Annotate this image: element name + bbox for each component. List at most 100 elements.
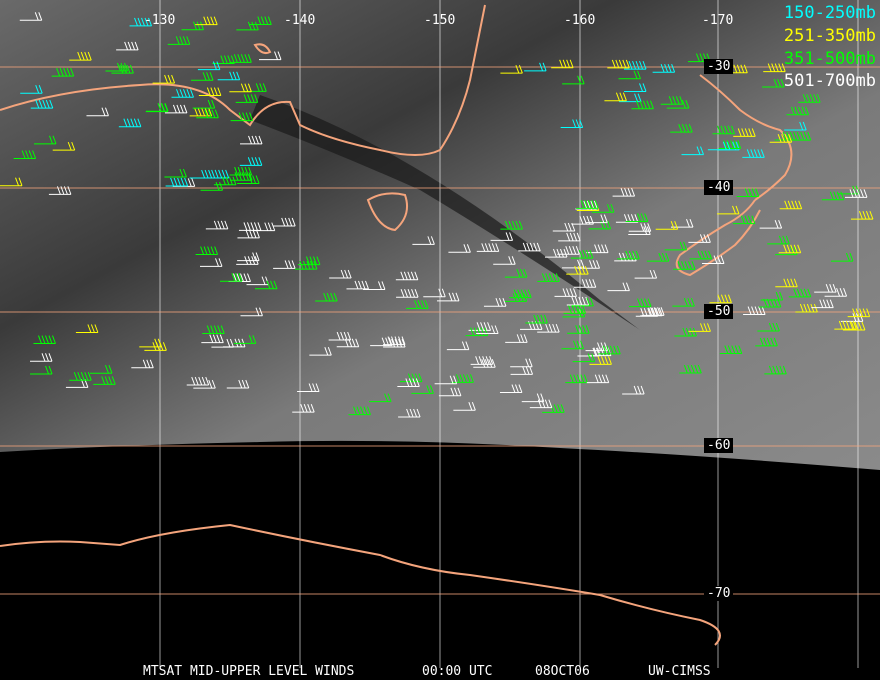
wind-barb bbox=[554, 288, 577, 297]
wind-barb bbox=[193, 379, 216, 389]
wind-barb bbox=[565, 374, 588, 384]
new-zealand-north-coastline bbox=[699, 74, 793, 201]
wind-barb bbox=[438, 387, 462, 397]
wind-barb bbox=[798, 94, 821, 103]
wind-barb bbox=[702, 255, 725, 265]
wind-barb bbox=[586, 374, 610, 384]
wind-barb bbox=[505, 334, 528, 343]
wind-barb bbox=[518, 242, 541, 252]
wind-barb bbox=[30, 353, 53, 362]
new-zealand-south-coastline bbox=[675, 199, 761, 277]
wind-barb bbox=[743, 306, 766, 316]
wind-barb bbox=[398, 408, 421, 418]
wind-barb bbox=[292, 403, 315, 413]
wind-barb bbox=[660, 96, 684, 105]
wind-barb bbox=[423, 288, 446, 298]
wind-barb bbox=[201, 334, 224, 344]
wind-barb bbox=[687, 53, 711, 63]
wind-barb bbox=[19, 12, 43, 21]
wind-barb bbox=[679, 364, 702, 374]
wind-barb bbox=[229, 54, 252, 63]
wind-barb bbox=[229, 83, 252, 93]
wind-barb bbox=[105, 62, 128, 72]
wind-barb bbox=[212, 55, 235, 65]
wind-barb bbox=[129, 17, 152, 27]
wind-barb bbox=[560, 119, 584, 128]
wind-barb bbox=[89, 365, 113, 374]
wind-barb bbox=[369, 393, 392, 403]
wind-barb bbox=[144, 342, 167, 351]
wind-barb bbox=[622, 385, 645, 395]
wind-barb bbox=[383, 338, 406, 348]
wind-barb bbox=[585, 342, 609, 352]
wind-barb bbox=[634, 269, 658, 279]
wind-barb bbox=[672, 297, 695, 307]
wind-barb bbox=[69, 51, 92, 61]
wind-barb bbox=[205, 220, 229, 230]
wind-barb bbox=[537, 273, 560, 282]
wind-barb bbox=[111, 64, 134, 74]
wind-barb bbox=[664, 241, 688, 251]
wind-barb bbox=[490, 232, 514, 241]
wind-barb bbox=[758, 298, 782, 308]
wind-barb bbox=[674, 327, 697, 337]
wind-barb bbox=[348, 406, 371, 416]
latitude-label: -60 bbox=[704, 438, 734, 453]
wind-barb bbox=[673, 261, 696, 270]
wind-barb bbox=[470, 356, 494, 365]
wind-barb bbox=[524, 62, 547, 72]
wind-barb bbox=[842, 321, 866, 331]
wind-barb bbox=[767, 235, 790, 245]
source-label: UW-CIMSS bbox=[648, 664, 711, 679]
wind-barb bbox=[297, 256, 321, 266]
wind-barb bbox=[588, 220, 612, 230]
wind-barb bbox=[191, 72, 214, 81]
wind-barb bbox=[811, 299, 834, 309]
wind-barb bbox=[448, 244, 471, 253]
wind-barb bbox=[500, 65, 523, 74]
wind-barb bbox=[211, 338, 234, 348]
wind-barb bbox=[233, 335, 257, 344]
wind-barb bbox=[764, 365, 787, 375]
wind-barb bbox=[446, 341, 470, 351]
wind-barb bbox=[75, 324, 99, 333]
latitude-label: -40 bbox=[704, 180, 734, 195]
dark-dry-band bbox=[250, 95, 640, 330]
wind-barb bbox=[145, 103, 169, 112]
tasmania-coastline bbox=[366, 192, 408, 232]
wind-barb bbox=[152, 74, 176, 84]
wind-barb bbox=[195, 16, 218, 26]
wind-barb bbox=[840, 313, 864, 322]
wind-barb bbox=[629, 298, 652, 308]
wind-barb bbox=[598, 345, 621, 355]
wind-barb bbox=[577, 347, 600, 357]
wind-barb bbox=[200, 258, 223, 267]
wind-barb bbox=[551, 59, 574, 69]
wind-barb bbox=[65, 379, 89, 388]
latitude-label: -50 bbox=[704, 304, 734, 319]
wind-barb bbox=[30, 365, 53, 375]
wind-barb bbox=[689, 250, 713, 260]
wind-barb bbox=[628, 223, 652, 232]
wind-barb bbox=[167, 36, 191, 45]
wind-barb bbox=[396, 289, 419, 298]
wind-barb bbox=[116, 41, 139, 51]
wind-barb bbox=[239, 157, 263, 166]
wind-barb bbox=[500, 220, 523, 230]
wind-barb bbox=[195, 246, 219, 256]
time-label: 00:00 UTC bbox=[422, 664, 493, 679]
wind-barb bbox=[237, 229, 260, 239]
wind-barb bbox=[709, 294, 732, 304]
wind-barb bbox=[521, 393, 545, 403]
wind-barb bbox=[757, 322, 780, 332]
wind-barb bbox=[520, 321, 543, 330]
legend-251-350mb: 251-350mb bbox=[783, 26, 876, 46]
wind-barb bbox=[725, 64, 748, 74]
wind-barb bbox=[575, 200, 598, 210]
wind-barb bbox=[297, 383, 320, 393]
wind-barb bbox=[473, 359, 496, 368]
wind-barb bbox=[336, 338, 360, 348]
wind-barb bbox=[788, 288, 812, 298]
